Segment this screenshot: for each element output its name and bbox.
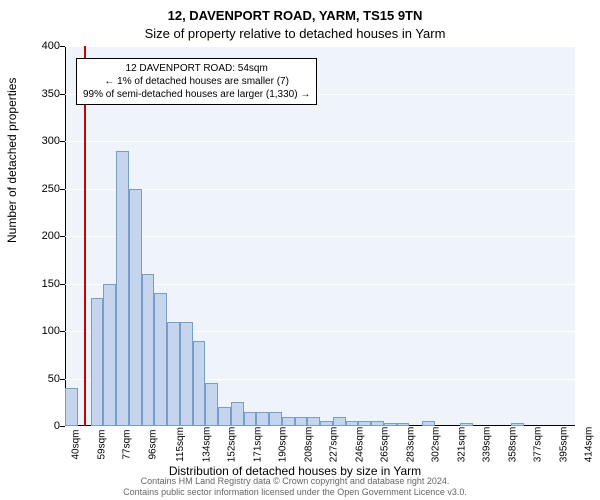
y-tick-mark	[60, 236, 65, 237]
histogram-bar	[103, 284, 116, 427]
histogram-bar	[180, 322, 193, 427]
histogram-bar	[154, 293, 167, 426]
y-tick-mark	[60, 189, 65, 190]
y-tick-mark	[60, 284, 65, 285]
x-tick-label: 246sqm	[354, 427, 365, 463]
y-tick-label: 50	[30, 373, 60, 385]
x-tick-label: 59sqm	[96, 429, 107, 459]
x-tick-label: 283sqm	[405, 427, 416, 463]
chart-title-sub: Size of property relative to detached ho…	[0, 26, 590, 41]
grid-line	[65, 236, 575, 237]
y-tick-mark	[60, 46, 65, 47]
histogram-bar	[460, 423, 473, 426]
x-tick-label: 321sqm	[456, 427, 467, 463]
y-axis-label: Number of detached properties	[5, 78, 19, 243]
histogram-bar	[358, 421, 371, 426]
annotation-box: 12 DAVENPORT ROAD: 54sqm← 1% of detached…	[76, 58, 317, 105]
histogram-bar	[307, 417, 320, 427]
chart-container: 12, DAVENPORT ROAD, YARM, TS15 9TN Size …	[0, 0, 600, 500]
x-tick-label: 190sqm	[277, 427, 288, 463]
y-tick-label: 250	[30, 183, 60, 195]
x-tick-label: 40sqm	[71, 429, 82, 459]
x-tick-label: 152sqm	[226, 427, 237, 463]
footer-line-2: Contains public sector information licen…	[0, 487, 590, 498]
x-tick-label: 414sqm	[583, 427, 594, 463]
x-tick-label: 134sqm	[201, 427, 212, 463]
plot-area: 05010015020025030035040040sqm59sqm77sqm9…	[65, 46, 575, 426]
histogram-bar	[142, 274, 155, 426]
histogram-bar	[333, 417, 346, 427]
histogram-bar	[371, 421, 384, 426]
x-tick-label: 302sqm	[430, 427, 441, 463]
histogram-bar	[256, 412, 269, 426]
histogram-bar	[231, 402, 244, 426]
histogram-bar	[346, 421, 359, 426]
x-tick-label: 208sqm	[303, 427, 314, 463]
grid-line	[65, 46, 575, 47]
histogram-bar	[193, 341, 206, 427]
x-tick-label: 227sqm	[328, 427, 339, 463]
histogram-bar	[269, 412, 282, 426]
histogram-bar	[282, 417, 295, 427]
y-tick-mark	[60, 331, 65, 332]
footer-attribution: Contains HM Land Registry data © Crown c…	[0, 476, 590, 498]
histogram-bar	[244, 412, 257, 426]
histogram-bar	[205, 383, 218, 426]
histogram-bar	[295, 417, 308, 427]
x-tick-label: 77sqm	[122, 429, 133, 459]
y-tick-mark	[60, 94, 65, 95]
histogram-bar	[116, 151, 129, 427]
footer-line-1: Contains HM Land Registry data © Crown c…	[0, 476, 590, 487]
histogram-bar	[422, 421, 435, 426]
histogram-bar	[511, 423, 524, 426]
x-tick-label: 395sqm	[558, 427, 569, 463]
histogram-bar	[91, 298, 104, 426]
grid-line	[65, 141, 575, 142]
y-tick-label: 200	[30, 230, 60, 242]
x-tick-label: 115sqm	[175, 427, 186, 462]
annotation-line-3: 99% of semi-detached houses are larger (…	[83, 88, 310, 101]
annotation-line-2: ← 1% of detached houses are smaller (7)	[83, 75, 310, 88]
histogram-bar	[384, 423, 397, 426]
y-tick-label: 400	[30, 40, 60, 52]
histogram-bar	[65, 388, 78, 426]
x-tick-label: 339sqm	[481, 427, 492, 463]
y-tick-label: 0	[30, 420, 60, 432]
x-tick-label: 358sqm	[507, 427, 518, 463]
histogram-bar	[167, 322, 180, 427]
x-tick-label: 377sqm	[532, 427, 543, 463]
x-tick-label: 265sqm	[379, 427, 390, 463]
y-tick-mark	[60, 379, 65, 380]
y-tick-mark	[60, 141, 65, 142]
y-tick-label: 300	[30, 135, 60, 147]
histogram-bar	[320, 421, 333, 426]
grid-line	[65, 189, 575, 190]
chart-title-main: 12, DAVENPORT ROAD, YARM, TS15 9TN	[0, 8, 590, 23]
histogram-bar	[218, 407, 231, 426]
y-tick-mark	[60, 426, 65, 427]
histogram-bar	[129, 189, 142, 427]
annotation-line-1: 12 DAVENPORT ROAD: 54sqm	[83, 62, 310, 75]
x-tick-label: 171sqm	[252, 427, 263, 463]
x-tick-label: 96sqm	[147, 429, 158, 459]
y-tick-label: 150	[30, 278, 60, 290]
y-tick-label: 350	[30, 88, 60, 100]
y-tick-label: 100	[30, 325, 60, 337]
histogram-bar	[397, 423, 410, 426]
